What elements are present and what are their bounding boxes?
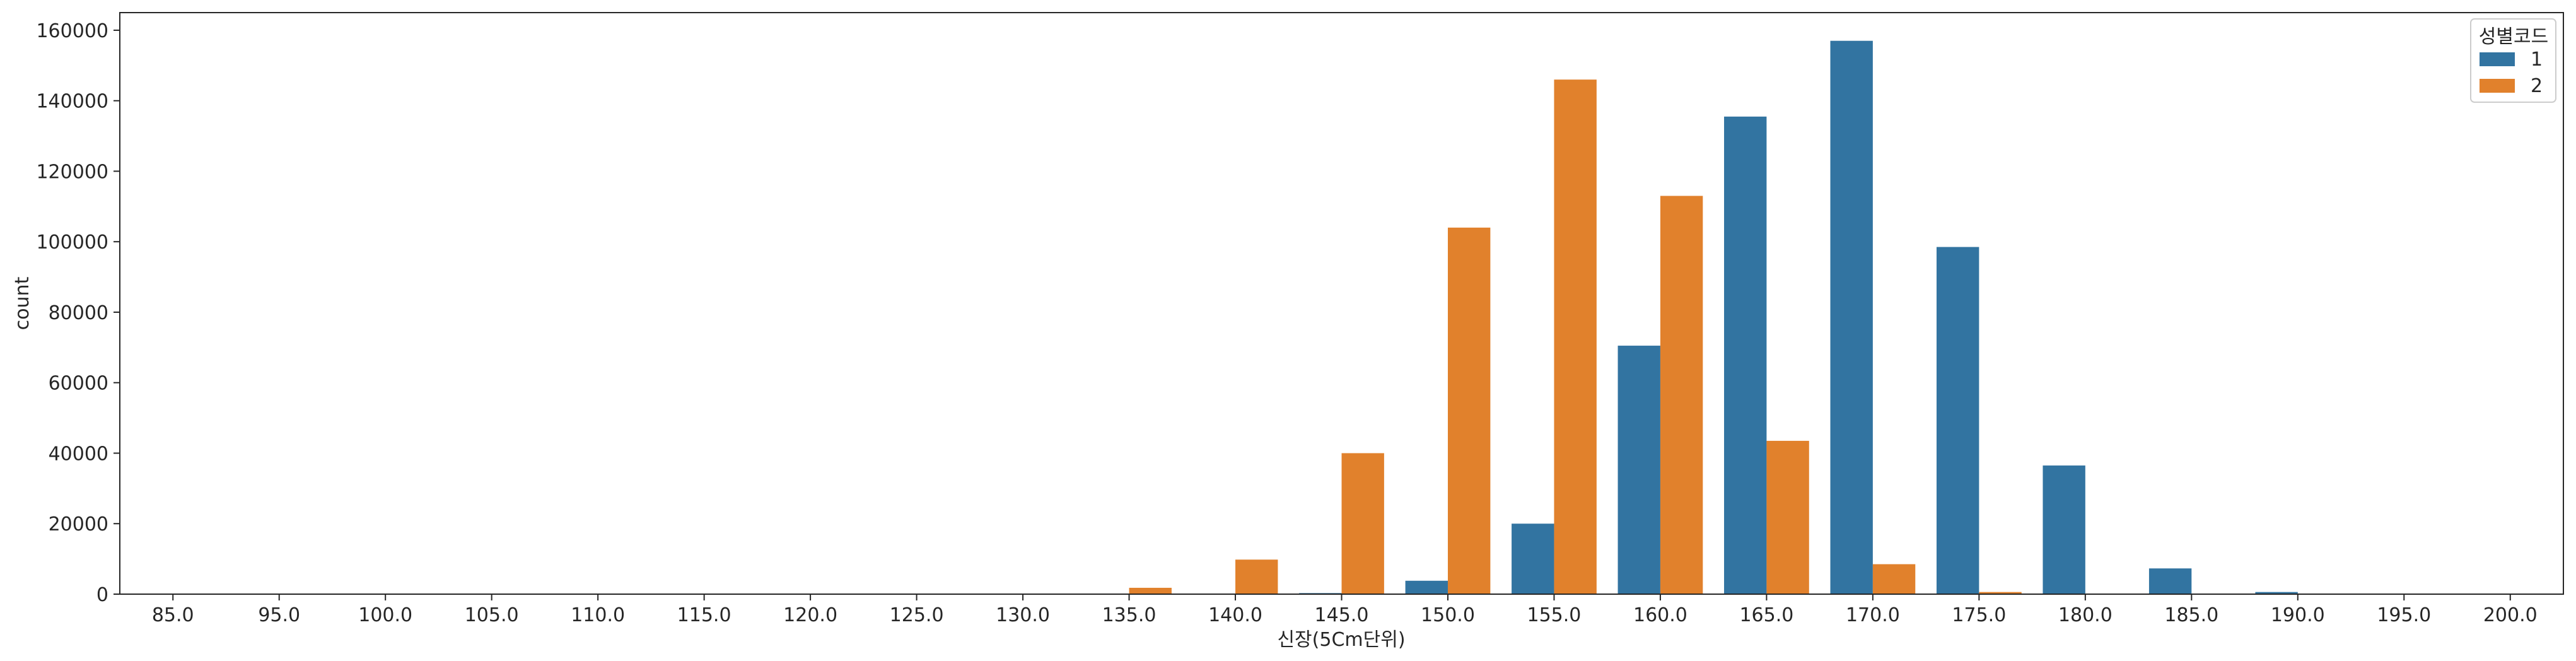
bar-series-1-190.0: [2255, 592, 2298, 594]
legend-label-1: 1: [2531, 49, 2543, 71]
y-tick-label: 120000: [36, 161, 108, 183]
bar-series-1-155.0: [1512, 524, 1554, 594]
x-tick-label: 140.0: [1208, 604, 1262, 626]
y-axis: 0 20000 40000 60000 80000 100000 120000 140000 1…: [36, 20, 120, 606]
x-tick-label: 135.0: [1102, 604, 1157, 626]
legend-swatch-2: [2480, 79, 2515, 93]
x-tick-label: 105.0: [465, 604, 519, 626]
x-tick-label: 175.0: [1952, 604, 2006, 626]
y-tick-label: 80000: [49, 302, 108, 324]
x-tick-label: 185.0: [2164, 604, 2218, 626]
x-tick-label: 200.0: [2483, 604, 2538, 626]
x-tick-label: 170.0: [1846, 604, 1900, 626]
bar-series-2-165.0: [1766, 440, 1809, 594]
x-tick-label: 110.0: [571, 604, 625, 626]
x-tick-label: 180.0: [2058, 604, 2113, 626]
x-tick-label: 155.0: [1527, 604, 1582, 626]
x-axis-title: 신장(5Cm단위): [1277, 629, 1405, 651]
legend: 성별코드 1 2: [2470, 18, 2556, 103]
x-tick-label: 85.0: [152, 604, 194, 626]
bar-series-2-155.0: [1554, 79, 1597, 595]
x-tick-label: 145.0: [1315, 604, 1369, 626]
x-tick-label: 165.0: [1739, 604, 1793, 626]
bar-series-2-145.0: [1341, 453, 1384, 594]
x-tick-label: 195.0: [2377, 604, 2431, 626]
bar-series-2-175.0: [1979, 592, 2022, 594]
x-tick-label: 150.0: [1421, 604, 1475, 626]
y-tick-label: 140000: [36, 91, 108, 113]
y-tick-label: 20000: [49, 513, 108, 535]
x-tick-label: 120.0: [783, 604, 837, 626]
bar-series-1-160.0: [1617, 346, 1660, 594]
bars-group: [1129, 40, 2298, 595]
bar-series-1-180.0: [2043, 465, 2085, 594]
x-tick-label: 100.0: [358, 604, 412, 626]
bar-series-2-135.0: [1129, 587, 1172, 594]
x-tick-label: 160.0: [1633, 604, 1687, 626]
y-tick-label: 60000: [49, 373, 108, 395]
bar-series-1-150.0: [1405, 580, 1448, 594]
y-tick-label: 0: [96, 584, 108, 606]
x-tick-label: 130.0: [996, 604, 1050, 626]
legend-title: 성별코드: [2479, 26, 2548, 48]
y-axis-title: count: [11, 276, 33, 330]
x-tick-label: 125.0: [890, 604, 944, 626]
bar-series-1-185.0: [2148, 568, 2192, 594]
y-tick-label: 160000: [36, 20, 108, 42]
bar-series-2-140.0: [1235, 559, 1278, 594]
y-tick-label: 40000: [49, 443, 108, 465]
bar-series-1-175.0: [1936, 247, 1979, 595]
bar-series-1-170.0: [1830, 40, 1873, 594]
y-tick-label: 100000: [36, 231, 108, 254]
bar-series-2-160.0: [1660, 196, 1703, 594]
legend-swatch-1: [2480, 52, 2515, 66]
bar-series-2-150.0: [1447, 227, 1491, 594]
x-tick-label: 115.0: [677, 604, 731, 626]
bar-series-1-165.0: [1724, 116, 1767, 595]
x-tick-label: 190.0: [2271, 604, 2325, 626]
x-axis: 85.0 95.0 100.0 105.0 110.0 115.0 120.0 125.0 13…: [152, 594, 2538, 626]
bar-series-2-170.0: [1872, 564, 1916, 594]
legend-label-2: 2: [2531, 75, 2543, 97]
x-tick-label: 95.0: [258, 604, 300, 626]
